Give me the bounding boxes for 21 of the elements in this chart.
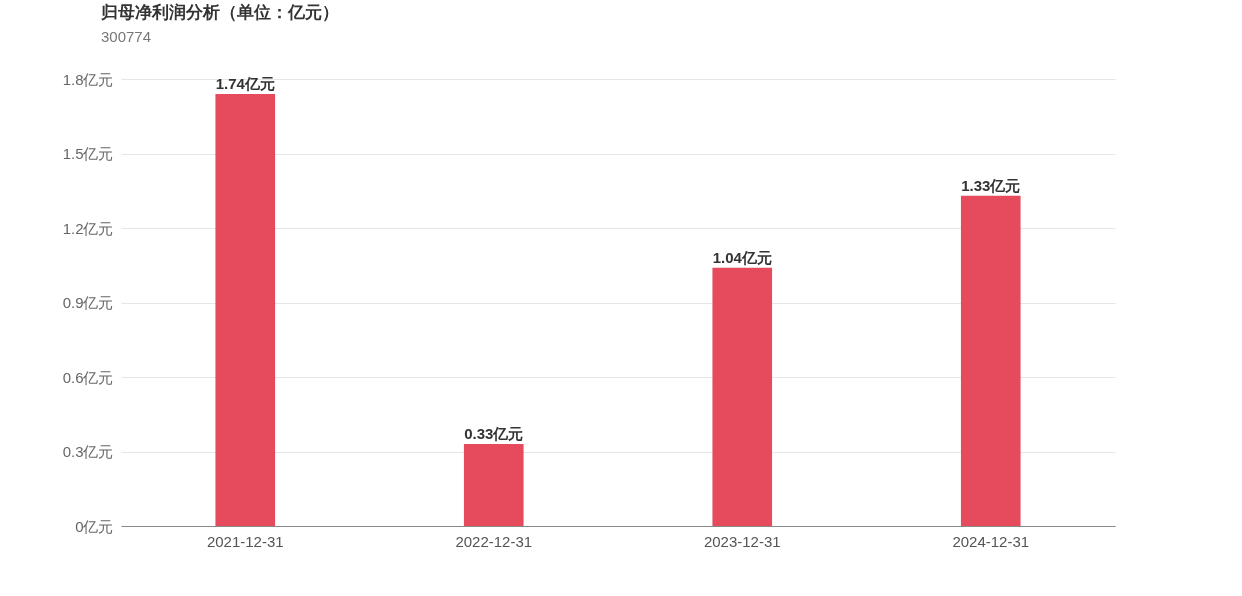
data-label: 0.33亿元 bbox=[464, 425, 524, 443]
bar bbox=[463, 444, 524, 526]
x-tick-label: 2024-12-31 bbox=[952, 532, 1030, 550]
chart-subtitle: 300774 bbox=[101, 28, 152, 45]
y-tick-label: 1.5亿元 bbox=[62, 145, 114, 162]
data-label: 1.74亿元 bbox=[215, 74, 275, 92]
bar bbox=[712, 267, 773, 526]
y-tick-label: 0.3亿元 bbox=[62, 443, 114, 460]
bar bbox=[215, 93, 276, 526]
bar bbox=[960, 195, 1021, 526]
data-label: 1.04亿元 bbox=[712, 248, 772, 266]
y-tick-label: 0.6亿元 bbox=[62, 368, 114, 386]
y-tick-label: 1.2亿元 bbox=[62, 219, 114, 237]
y-tick-label: 0.9亿元 bbox=[62, 294, 114, 311]
x-tick-label: 2021-12-31 bbox=[206, 532, 284, 550]
data-label: 1.33亿元 bbox=[961, 176, 1021, 194]
y-tick-label: 1.8亿元 bbox=[62, 70, 114, 88]
x-tick-label: 2023-12-31 bbox=[703, 532, 781, 550]
y-tick-label: 0亿元 bbox=[75, 517, 114, 535]
x-tick-label: 2022-12-31 bbox=[455, 532, 533, 550]
chart-title: 归母净利润分析（单位：亿元） bbox=[100, 3, 339, 22]
